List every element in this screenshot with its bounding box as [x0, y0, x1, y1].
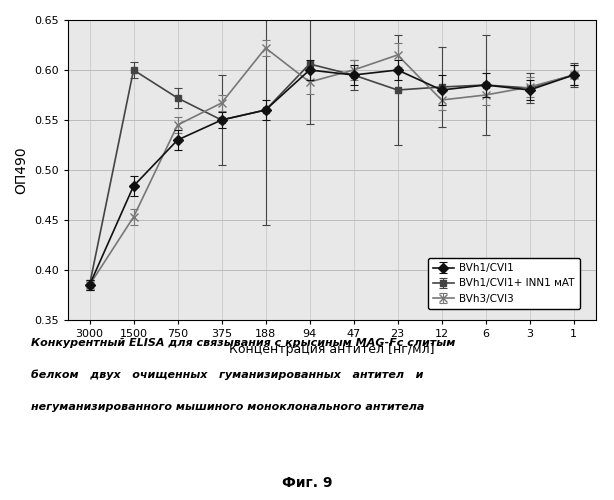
Text: негуманизированного мышиного моноклонального антитела: негуманизированного мышиного моноклональ… — [31, 402, 424, 412]
Text: Фиг. 9: Фиг. 9 — [282, 476, 332, 490]
X-axis label: Концентрация антител [нг/мл]: Концентрация антител [нг/мл] — [229, 343, 434, 356]
Text: Конкурентный ELISA для связывания с крысиным MAG-Fc слитым: Конкурентный ELISA для связывания с крыс… — [31, 338, 455, 347]
Text: белком   двух   очищенных   гуманизированных   антител   и: белком двух очищенных гуманизированных а… — [31, 370, 423, 380]
Legend: BVh1/CVl1, BVh1/CVl1+ INN1 мAT, BVh3/CVl3: BVh1/CVl1, BVh1/CVl1+ INN1 мAT, BVh3/CVl… — [428, 258, 580, 309]
Y-axis label: ОП490: ОП490 — [14, 146, 28, 194]
